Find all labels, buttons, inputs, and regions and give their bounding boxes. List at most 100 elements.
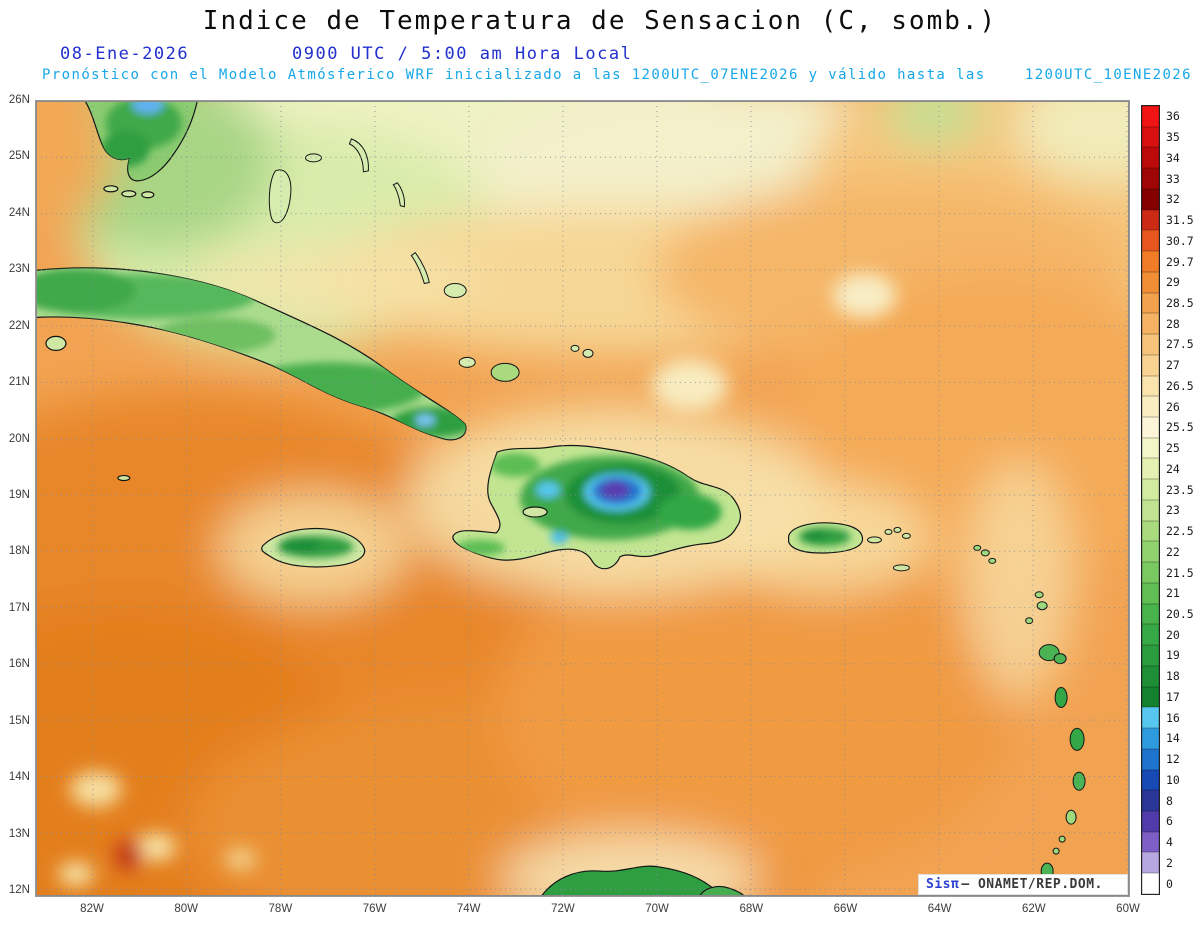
colorbar-label: 25.5 <box>1166 420 1194 435</box>
colorbar-cell: 18 <box>1142 665 1180 687</box>
lat-tick-label: 13N <box>8 827 30 840</box>
colorbar-cell: 36 <box>1142 106 1180 127</box>
watermark: Sisπ – ONAMET/REP.DOM. <box>918 874 1128 895</box>
colorbar-cell: 20.5 <box>1142 603 1194 625</box>
colorbar-cell: 26.5 <box>1142 375 1194 397</box>
colorbar: 36 35 34 33 32 31.5 30.7 29.7 29 28.5 28 27.5 27 26.5… <box>1141 105 1194 895</box>
colorbar-label: 4 <box>1166 835 1173 850</box>
lon-tick-label: 62W <box>1021 903 1046 915</box>
lat-tick-label: 18N <box>8 545 30 558</box>
lat-tick-label: 20N <box>8 432 30 445</box>
colorbar-label: 17 <box>1166 689 1180 704</box>
lat-tick-label: 23N <box>8 263 30 276</box>
colorbar-label: 10 <box>1166 772 1180 787</box>
colorbar-label: 33 <box>1166 171 1180 186</box>
colorbar-cell: 34 <box>1142 147 1180 169</box>
lon-tick-label: 66W <box>833 903 858 915</box>
lat-tick-label: 17N <box>8 601 30 614</box>
colorbar-cell: 33 <box>1142 168 1180 189</box>
island-isle-of-youth <box>45 335 67 351</box>
colorbar-cell: 20 <box>1142 624 1180 646</box>
islands-virgin <box>866 526 911 572</box>
map-canvas <box>36 101 1129 896</box>
florida-keys <box>121 190 137 198</box>
colorbar-cell: 4 <box>1142 831 1173 853</box>
lon-tick-label: 78W <box>268 903 293 915</box>
colorbar-label: 31.5 <box>1166 213 1194 228</box>
colorbar-cell: 27.5 <box>1142 334 1194 355</box>
lon-tick-label: 74W <box>456 903 481 915</box>
colorbar-label: 18 <box>1166 669 1180 684</box>
colorbar-cell: 35 <box>1142 126 1180 148</box>
colorbar-cell: 24 <box>1142 458 1180 480</box>
watermark-brand: Sisπ <box>926 877 960 892</box>
colorbar-label: 35 <box>1166 130 1180 145</box>
coast-south-america <box>540 865 722 896</box>
lat-tick-label: 19N <box>8 489 30 501</box>
colorbar-label: 21.5 <box>1166 565 1194 580</box>
lon-tick-label: 60W <box>1116 903 1140 915</box>
colorbar-label: 26 <box>1166 399 1180 414</box>
island-gonave <box>522 506 548 518</box>
colorbar-label: 23 <box>1166 503 1180 518</box>
colorbar-label: 21 <box>1166 586 1180 601</box>
lon-tick-label: 64W <box>927 903 952 915</box>
colorbar-cell: 26 <box>1142 396 1180 418</box>
forecast-line: Pronóstico con el Modelo Atmósferico WRF… <box>42 67 1192 83</box>
colorbar-cell: 8 <box>1142 790 1173 811</box>
valid-date: 08-Ene-2026 <box>60 44 190 64</box>
colorbar-label: 28.5 <box>1166 295 1194 310</box>
colorbar-cell: 31.5 <box>1142 209 1194 231</box>
colorbar-label: 19 <box>1166 648 1180 663</box>
colorbar-cell: 14 <box>1142 728 1180 749</box>
lat-tick-label: 14N <box>8 771 30 784</box>
puerto-rico-interior <box>798 527 851 546</box>
colorbar-label: 8 <box>1166 793 1173 808</box>
colorbar-label: 26.5 <box>1166 378 1194 393</box>
watermark-text: – ONAMET/REP.DOM. <box>961 877 1103 892</box>
colorbar-label: 16 <box>1166 710 1180 725</box>
colorbar-cell: 32 <box>1142 188 1180 210</box>
colorbar-cell: 27 <box>1142 354 1180 376</box>
lat-tick-label: 21N <box>8 376 30 389</box>
florida-keys <box>141 191 155 199</box>
datetime-line: 08-Ene-2026 0900 UTC / 5:00 am Hora Loca… <box>0 44 1200 66</box>
colorbar-label: 22.5 <box>1166 524 1194 539</box>
islands <box>36 101 1086 896</box>
colorbar-cell: 0 <box>1142 873 1173 894</box>
colorbar-cell: 21.5 <box>1142 562 1194 583</box>
colorbar-cell: 22 <box>1142 541 1180 563</box>
islands-bahamas <box>268 138 594 382</box>
colorbar-cell: 23.5 <box>1142 479 1194 500</box>
colorbar-cell: 29.7 <box>1142 251 1194 272</box>
colorbar-cell: 23 <box>1142 499 1180 521</box>
colorbar-cell: 10 <box>1142 769 1180 791</box>
colorbar-cell: 17 <box>1142 686 1180 708</box>
colorbar-label: 34 <box>1166 150 1180 165</box>
lat-tick-label: 15N <box>8 714 30 727</box>
colorbar-label: 32 <box>1166 192 1180 207</box>
colorbar-cell: 2 <box>1142 852 1173 874</box>
colorbar-label: 29 <box>1166 275 1180 290</box>
page-title: Indice de Temperatura de Sensacion (C, s… <box>202 6 998 36</box>
colorbar-cell: 25 <box>1142 437 1180 459</box>
colorbar-label: 27 <box>1166 358 1180 373</box>
colorbar-label: 20 <box>1166 627 1180 642</box>
colorbar-label: 12 <box>1166 752 1180 767</box>
local-spots <box>57 273 897 887</box>
colorbar-label: 14 <box>1166 731 1180 746</box>
lon-tick-label: 80W <box>174 903 198 915</box>
colorbar-label: 30.7 <box>1166 233 1194 248</box>
colorbar-label: 23.5 <box>1166 482 1194 497</box>
map-frame <box>35 100 1130 897</box>
lon-tick-label: 82W <box>80 903 104 915</box>
colorbar-cell: 29 <box>1142 271 1180 293</box>
jamaica-interior <box>277 535 354 558</box>
colorbar-cell: 28 <box>1142 313 1180 335</box>
colorbar-cell: 19 <box>1142 645 1180 666</box>
lat-tick-label: 25N <box>8 150 30 163</box>
colorbar-label: 2 <box>1166 855 1173 870</box>
colorbar-cell: 22.5 <box>1142 520 1194 542</box>
colorbar-label: 29.7 <box>1166 254 1194 269</box>
colorbar-label: 24 <box>1166 461 1180 476</box>
